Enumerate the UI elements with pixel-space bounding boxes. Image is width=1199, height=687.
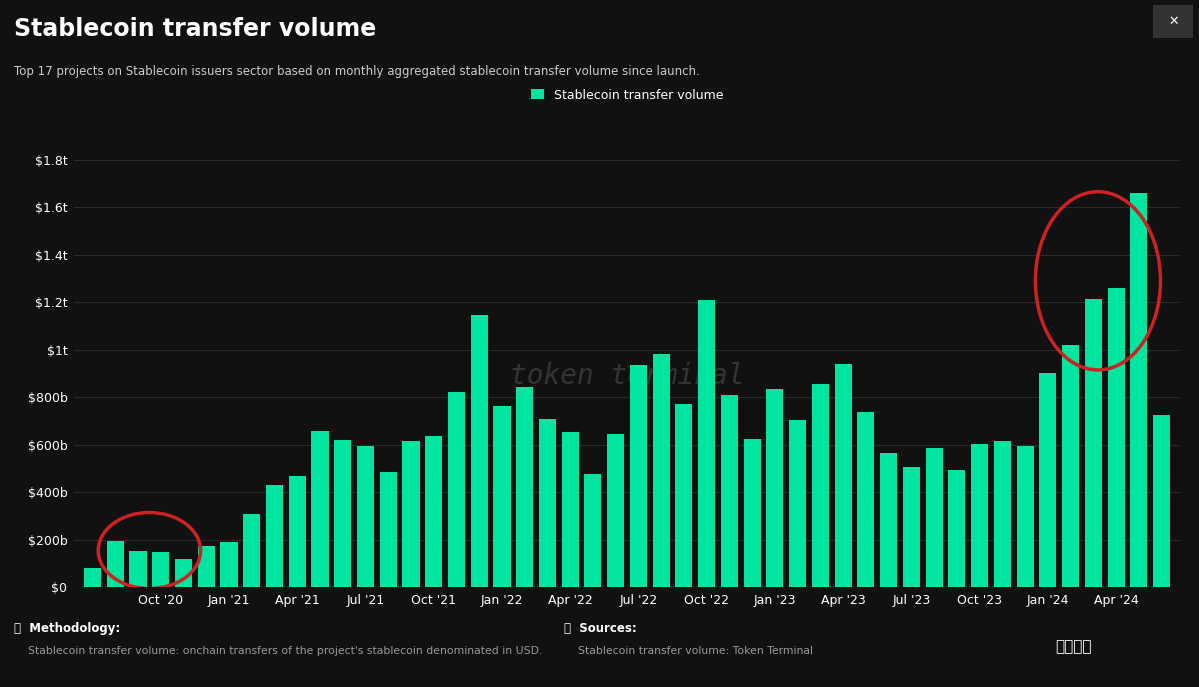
Bar <box>789 420 806 587</box>
Bar <box>721 395 737 587</box>
Bar <box>607 434 625 587</box>
Bar <box>971 444 988 587</box>
Bar <box>743 439 760 587</box>
Bar <box>948 470 965 587</box>
Text: ⓘ  Methodology:: ⓘ Methodology: <box>14 622 121 635</box>
Bar <box>835 364 851 587</box>
Bar <box>926 449 942 587</box>
Bar <box>84 568 101 587</box>
Bar <box>289 475 306 587</box>
Bar <box>221 542 237 587</box>
Bar <box>357 446 374 587</box>
Bar <box>426 436 442 587</box>
Bar <box>1153 415 1170 587</box>
Bar <box>152 552 169 587</box>
Bar <box>561 431 579 587</box>
Bar <box>1085 299 1102 587</box>
Text: ✕: ✕ <box>1168 15 1179 27</box>
Text: Stablecoin transfer volume: onchain transfers of the project's stablecoin denomi: Stablecoin transfer volume: onchain tran… <box>14 646 543 656</box>
Bar <box>1017 446 1034 587</box>
Bar <box>1108 288 1125 587</box>
Bar <box>243 514 260 587</box>
Bar <box>766 389 783 587</box>
Bar <box>175 559 192 587</box>
Bar <box>1062 345 1079 587</box>
Bar <box>1131 193 1147 587</box>
Bar <box>652 354 670 587</box>
Bar <box>448 392 465 587</box>
Bar <box>335 440 351 587</box>
Bar <box>312 431 329 587</box>
Text: Stablecoin transfer volume: Token Terminal: Stablecoin transfer volume: Token Termin… <box>564 646 813 656</box>
Bar <box>517 387 534 587</box>
Bar <box>538 418 556 587</box>
Bar <box>629 365 647 587</box>
Bar <box>857 412 874 587</box>
Text: ⓘ  Sources:: ⓘ Sources: <box>564 622 637 635</box>
Bar <box>812 384 829 587</box>
Bar <box>994 441 1011 587</box>
Bar <box>584 475 602 587</box>
Bar <box>1040 374 1056 587</box>
Legend: Stablecoin transfer volume: Stablecoin transfer volume <box>526 84 728 106</box>
Bar <box>266 485 283 587</box>
Bar <box>198 545 215 587</box>
Text: token terminal: token terminal <box>510 362 745 390</box>
Text: Stablecoin transfer volume: Stablecoin transfer volume <box>14 17 376 41</box>
Bar <box>675 405 693 587</box>
Bar <box>403 441 420 587</box>
Bar <box>880 453 897 587</box>
Bar <box>698 300 716 587</box>
Bar <box>107 541 123 587</box>
Bar <box>380 472 397 587</box>
Text: Top 17 projects on Stablecoin issuers sector based on monthly aggregated stablec: Top 17 projects on Stablecoin issuers se… <box>14 65 700 78</box>
Bar <box>471 315 488 587</box>
Bar <box>494 405 511 587</box>
Bar <box>903 467 920 587</box>
Text: 金色财经: 金色财经 <box>1055 639 1091 654</box>
Bar <box>129 550 146 587</box>
